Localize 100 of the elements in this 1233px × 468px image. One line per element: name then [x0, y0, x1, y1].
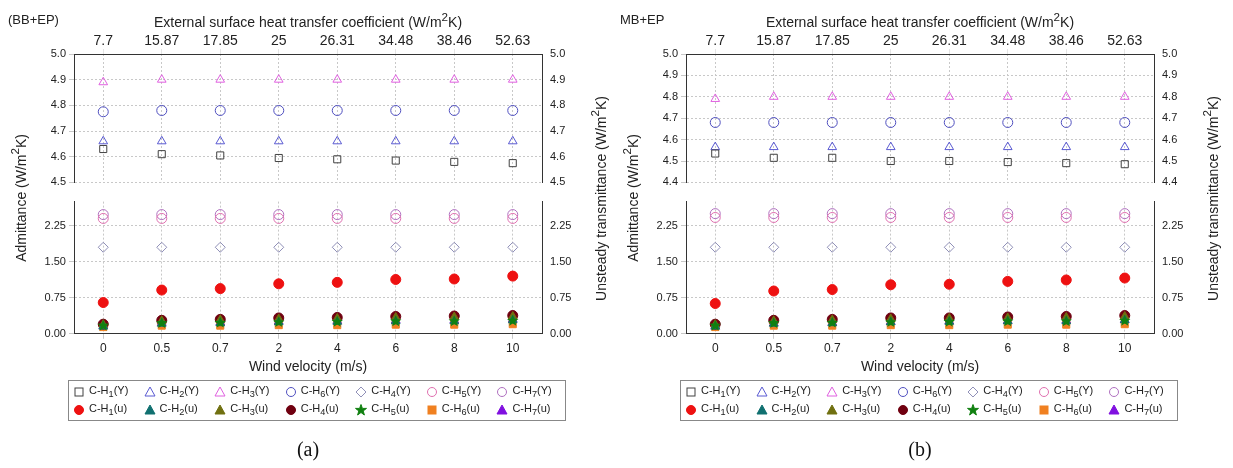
y2-tick-label: 0.75: [1162, 290, 1184, 303]
y2-tick-label: 4.9: [1162, 68, 1178, 81]
annotation: 25: [882, 31, 899, 48]
y2-tick-label: 4.6: [1162, 132, 1178, 145]
x-tick-label: 0.7: [211, 341, 229, 356]
y-tick-label: 1.50: [656, 254, 678, 267]
y2-tick-label: 5.0: [550, 47, 566, 60]
annotation: 34.48: [990, 31, 1026, 48]
annotation: 34.48: [378, 31, 414, 48]
legend-label: C-H$_{4}$(Y): [983, 384, 1023, 400]
text: (a): [295, 438, 321, 461]
x-tick-label: 8: [450, 341, 458, 356]
legend-label: C-H$_{3}$(Y): [230, 384, 270, 400]
legend-label: C-H$_{1}$(u): [89, 402, 128, 418]
y-tick-label: 4.5: [662, 154, 678, 167]
y-tick-label: 4.8: [50, 98, 66, 111]
legend-label: C-H$_{3}$(u): [230, 402, 269, 418]
y-tick-label: 0.75: [44, 290, 66, 303]
y2-tick-label: 4.9: [550, 72, 566, 85]
x-tick-label: 10: [506, 341, 520, 356]
annotation: 26.31: [319, 31, 355, 48]
legend-label: C-H$_{5}$(u): [371, 402, 410, 418]
legend-label: C-H$_{6}$(u): [441, 402, 480, 418]
chart-title: MB+EP: [620, 12, 665, 27]
legend-label: C-H$_{4}$(u): [912, 402, 951, 418]
y2-tick-label: 2.25: [550, 218, 572, 231]
y-tick-label: 2.25: [656, 218, 678, 231]
legend-label: C-H$_{5}$(u): [983, 402, 1022, 418]
annotation: 7.7: [93, 31, 114, 48]
legend-label: C-H$_{1}$(u): [701, 402, 740, 418]
x-tick-label: 0.5: [765, 341, 783, 356]
y2-tick-label: 1.50: [550, 254, 572, 267]
legend-label: C-H$_{6}$(Y): [300, 384, 341, 400]
y2-tick-label: 4.4: [1162, 175, 1178, 188]
y-tick-label: 4.9: [50, 72, 66, 85]
annotation: 38.46: [1048, 31, 1084, 48]
y-tick-label: 0.00: [44, 326, 66, 339]
legend-label: C-H$_{4}$(u): [300, 402, 339, 418]
chart-title: (BB+EP): [8, 12, 59, 27]
y2-tick-label: 4.8: [1162, 89, 1178, 102]
y-tick-label: 5.0: [50, 47, 66, 60]
legend-label: C-H$_{7}$(Y): [1124, 384, 1164, 400]
legend-label: C-H$_{1}$(Y): [89, 384, 129, 400]
legend-label: C-H$_{4}$(Y): [371, 384, 411, 400]
x-tick-label: 4: [945, 341, 953, 356]
legend-label: C-H$_{7}$(Y): [512, 384, 552, 400]
annotation: 17.85: [814, 31, 850, 48]
annotation: 15.87: [756, 31, 792, 48]
y-tick-label: 5.0: [662, 47, 678, 60]
legend-label: C-H$_{2}$(u): [771, 402, 810, 418]
x-tick-label: 2: [887, 341, 895, 356]
y2-tick-label: 1.50: [1162, 254, 1184, 267]
annotation: 17.85: [202, 31, 238, 48]
legend-label: C-H$_{6}$(u): [1053, 402, 1092, 418]
legend-label: C-H$_{2}$(u): [159, 402, 198, 418]
y-tick-label: 4.8: [662, 89, 678, 102]
y-tick-label: 4.6: [662, 132, 678, 145]
y-tick-label: 4.5: [50, 175, 66, 188]
y2-tick-label: 4.5: [550, 175, 566, 188]
legend-label: C-H$_{3}$(u): [842, 402, 881, 418]
annotation: 38.46: [436, 31, 472, 48]
y2-tick-label: 5.0: [1162, 47, 1178, 60]
y-tick-label: 1.50: [44, 254, 66, 267]
x-tick-label: 2: [275, 341, 283, 356]
legend-label: C-H$_{2}$(Y): [159, 384, 199, 400]
y2-tick-label: 4.7: [550, 124, 566, 137]
annotation: 52.63: [495, 31, 531, 48]
x-tick-label: 8: [1062, 341, 1070, 356]
y-tick-label: 0.75: [656, 290, 678, 303]
x-tick-label: 0: [711, 341, 719, 356]
x-tick-label: 4: [333, 341, 341, 356]
legend-label: C-H$_{7}$(u): [512, 402, 551, 418]
legend-label: C-H$_{5}$(Y): [1053, 384, 1094, 400]
x-tick-label: 6: [392, 341, 400, 356]
annotation: 25: [270, 31, 287, 48]
x-tick-label: 0.7: [823, 341, 841, 356]
y-tick-label: 2.25: [44, 218, 66, 231]
y2-tick-label: 2.25: [1162, 218, 1184, 231]
x-axis-title: Wind velocity (m/s): [860, 358, 980, 375]
y-tick-label: 0.00: [656, 326, 678, 339]
x-axis-title: Wind velocity (m/s): [248, 358, 368, 375]
annotation: 7.7: [705, 31, 726, 48]
x2-axis-title: External surface heat transfer coefficient (W/m$^{2}$K): [764, 10, 1076, 30]
x-tick-label: 6: [1004, 341, 1012, 356]
legend-label: C-H$_{3}$(Y): [842, 384, 882, 400]
x-tick-label: 0: [99, 341, 107, 356]
text: (b): [907, 438, 933, 461]
y-tick-label: 4.7: [50, 124, 66, 137]
y-tick-label: 4.7: [662, 111, 678, 124]
y-tick-label: 4.6: [50, 149, 66, 162]
annotation: 26.31: [931, 31, 967, 48]
y-tick-label: 4.4: [662, 175, 678, 188]
x-tick-label: 10: [1118, 341, 1132, 356]
legend-label: C-H$_{2}$(Y): [771, 384, 811, 400]
y2-tick-label: 4.8: [550, 98, 566, 111]
legend-label: C-H$_{5}$(Y): [441, 384, 482, 400]
legend-label: C-H$_{7}$(u): [1124, 402, 1163, 418]
legend-label: C-H$_{6}$(Y): [912, 384, 953, 400]
x2-axis-title: External surface heat transfer coefficient (W/m$^{2}$K): [152, 10, 464, 30]
y2-tick-label: 4.6: [550, 149, 566, 162]
